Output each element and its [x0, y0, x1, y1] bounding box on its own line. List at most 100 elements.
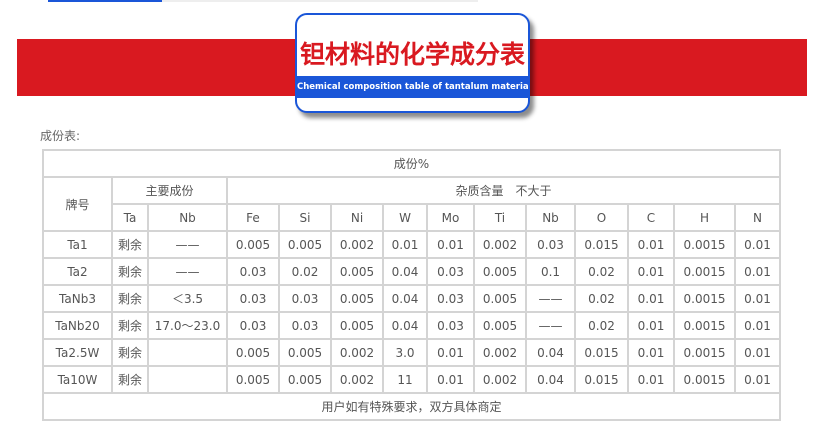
value-cell: 0.005: [330, 257, 384, 286]
value-cell: 剩余: [111, 311, 149, 340]
value-cell: 0.005: [278, 338, 332, 367]
value-cell: 0.01: [734, 284, 781, 313]
value-cell: 0.01: [627, 338, 675, 367]
value-cell: 0.005: [278, 230, 332, 259]
value-cell: 0.1: [525, 257, 576, 286]
grade-cell: Ta2.5W: [42, 338, 113, 367]
value-cell: 剩余: [111, 230, 149, 259]
page-subtitle: Chemical composition table of tantalum m…: [297, 76, 528, 98]
value-cell: 0.0015: [673, 311, 736, 340]
value-cell: 0.03: [226, 284, 280, 313]
impurity-header: 杂质含量 不大于: [226, 176, 781, 205]
value-cell: 0.0015: [673, 230, 736, 259]
column-header: N: [734, 203, 781, 232]
footer-note: 用户如有特殊要求，双方具体商定: [42, 392, 781, 421]
footer-row: 用户如有特殊要求，双方具体商定: [42, 392, 781, 421]
value-cell: [147, 338, 228, 367]
column-header: Ta: [111, 203, 149, 232]
column-header: Nb: [147, 203, 228, 232]
top-divider: [48, 0, 478, 2]
column-header: W: [382, 203, 428, 232]
column-header: H: [673, 203, 736, 232]
value-cell: 0.01: [734, 230, 781, 259]
value-cell: ——: [147, 257, 228, 286]
header-row-groups: 牌号 主要成份 杂质含量 不大于: [42, 176, 781, 232]
value-cell: 剩余: [111, 365, 149, 394]
value-cell: 0.01: [627, 284, 675, 313]
value-cell: 0.002: [330, 230, 384, 259]
value-cell: 0.002: [473, 338, 527, 367]
page-title: 钽材料的化学成分表: [299, 40, 525, 69]
value-cell: 剩余: [111, 257, 149, 286]
column-header: Mo: [426, 203, 475, 232]
table-caption: 成份表:: [40, 129, 81, 143]
value-cell: 剩余: [111, 284, 149, 313]
top-accent-line: [48, 0, 162, 2]
value-cell: 0.015: [574, 365, 629, 394]
value-cell: 0.01: [627, 257, 675, 286]
value-cell: 17.0～23.0: [147, 311, 228, 340]
value-cell: 0.0015: [673, 338, 736, 367]
value-cell: 0.01: [426, 365, 475, 394]
main-components-header: 主要成份: [111, 176, 228, 205]
value-cell: 0.0015: [673, 257, 736, 286]
value-cell: 0.01: [734, 257, 781, 286]
value-cell: 0.02: [574, 257, 629, 286]
value-cell: ——: [525, 284, 576, 313]
table-row: TaNb3 剩余 ＜3.5 0.03 0.03 0.005 0.04 0.03 0.005 —— 0…: [42, 284, 781, 313]
value-cell: 0.01: [734, 365, 781, 394]
value-cell: 0.04: [382, 311, 428, 340]
value-cell: 0.03: [426, 284, 475, 313]
title-card: 钽材料的化学成分表 Chemical composition table of …: [295, 13, 530, 113]
value-cell: 0.015: [574, 230, 629, 259]
value-cell: 0.01: [426, 230, 475, 259]
column-header: Fe: [226, 203, 280, 232]
value-cell: 0.005: [330, 311, 384, 340]
table-row: Ta2 剩余 —— 0.03 0.02 0.005 0.04 0.03 0.005 0.1 0.02…: [42, 257, 781, 286]
table-row: Ta1 剩余 —— 0.005 0.005 0.002 0.01 0.01 0.002 0.03 0…: [42, 230, 781, 259]
value-cell: 0.015: [574, 338, 629, 367]
value-cell: 0.0015: [673, 365, 736, 394]
value-cell: 0.0015: [673, 284, 736, 313]
column-header: Si: [278, 203, 332, 232]
value-cell: 0.005: [330, 284, 384, 313]
value-cell: 0.01: [627, 311, 675, 340]
value-cell: 0.005: [473, 311, 527, 340]
value-cell: 0.03: [226, 311, 280, 340]
value-cell: 0.01: [734, 311, 781, 340]
value-cell: 0.002: [330, 338, 384, 367]
value-cell: 0.01: [627, 230, 675, 259]
value-cell: 0.005: [278, 365, 332, 394]
table-row: TaNb20 剩余 17.0～23.0 0.03 0.03 0.005 0.04 0.03 0.…: [42, 311, 781, 340]
value-cell: 0.005: [473, 257, 527, 286]
value-cell: 0.02: [574, 311, 629, 340]
value-cell: 0.01: [382, 230, 428, 259]
grade-cell: TaNb20: [42, 311, 113, 340]
value-cell: 0.03: [426, 311, 475, 340]
value-cell: 0.04: [525, 365, 576, 394]
value-cell: 0.01: [426, 338, 475, 367]
grade-header: 牌号: [42, 176, 113, 232]
value-cell: 0.01: [627, 365, 675, 394]
value-cell: ＜3.5: [147, 284, 228, 313]
percent-header: 成份%: [42, 149, 781, 178]
value-cell: ——: [525, 311, 576, 340]
value-cell: 0.03: [278, 311, 332, 340]
value-cell: 0.002: [330, 365, 384, 394]
value-cell: 0.03: [426, 257, 475, 286]
column-header: Nb: [525, 203, 576, 232]
column-header: C: [627, 203, 675, 232]
value-cell: 0.01: [734, 338, 781, 367]
composition-table: 成份% 牌号 主要成份 杂质含量 不大于 Ta Nb Fe Si Ni W Mo Ti Nb O C…: [42, 149, 781, 421]
value-cell: 0.002: [473, 230, 527, 259]
column-header: Ti: [473, 203, 527, 232]
grade-cell: Ta10W: [42, 365, 113, 394]
value-cell: 0.03: [525, 230, 576, 259]
header-row-top: 成份%: [42, 149, 781, 178]
value-cell: 0.02: [278, 257, 332, 286]
value-cell: 0.005: [226, 338, 280, 367]
value-cell: 0.005: [226, 365, 280, 394]
value-cell: 0.02: [574, 284, 629, 313]
grade-cell: Ta2: [42, 257, 113, 286]
table-row: Ta10W 剩余 0.005 0.005 0.002 11 0.01 0.002 0.04 0.0…: [42, 365, 781, 394]
